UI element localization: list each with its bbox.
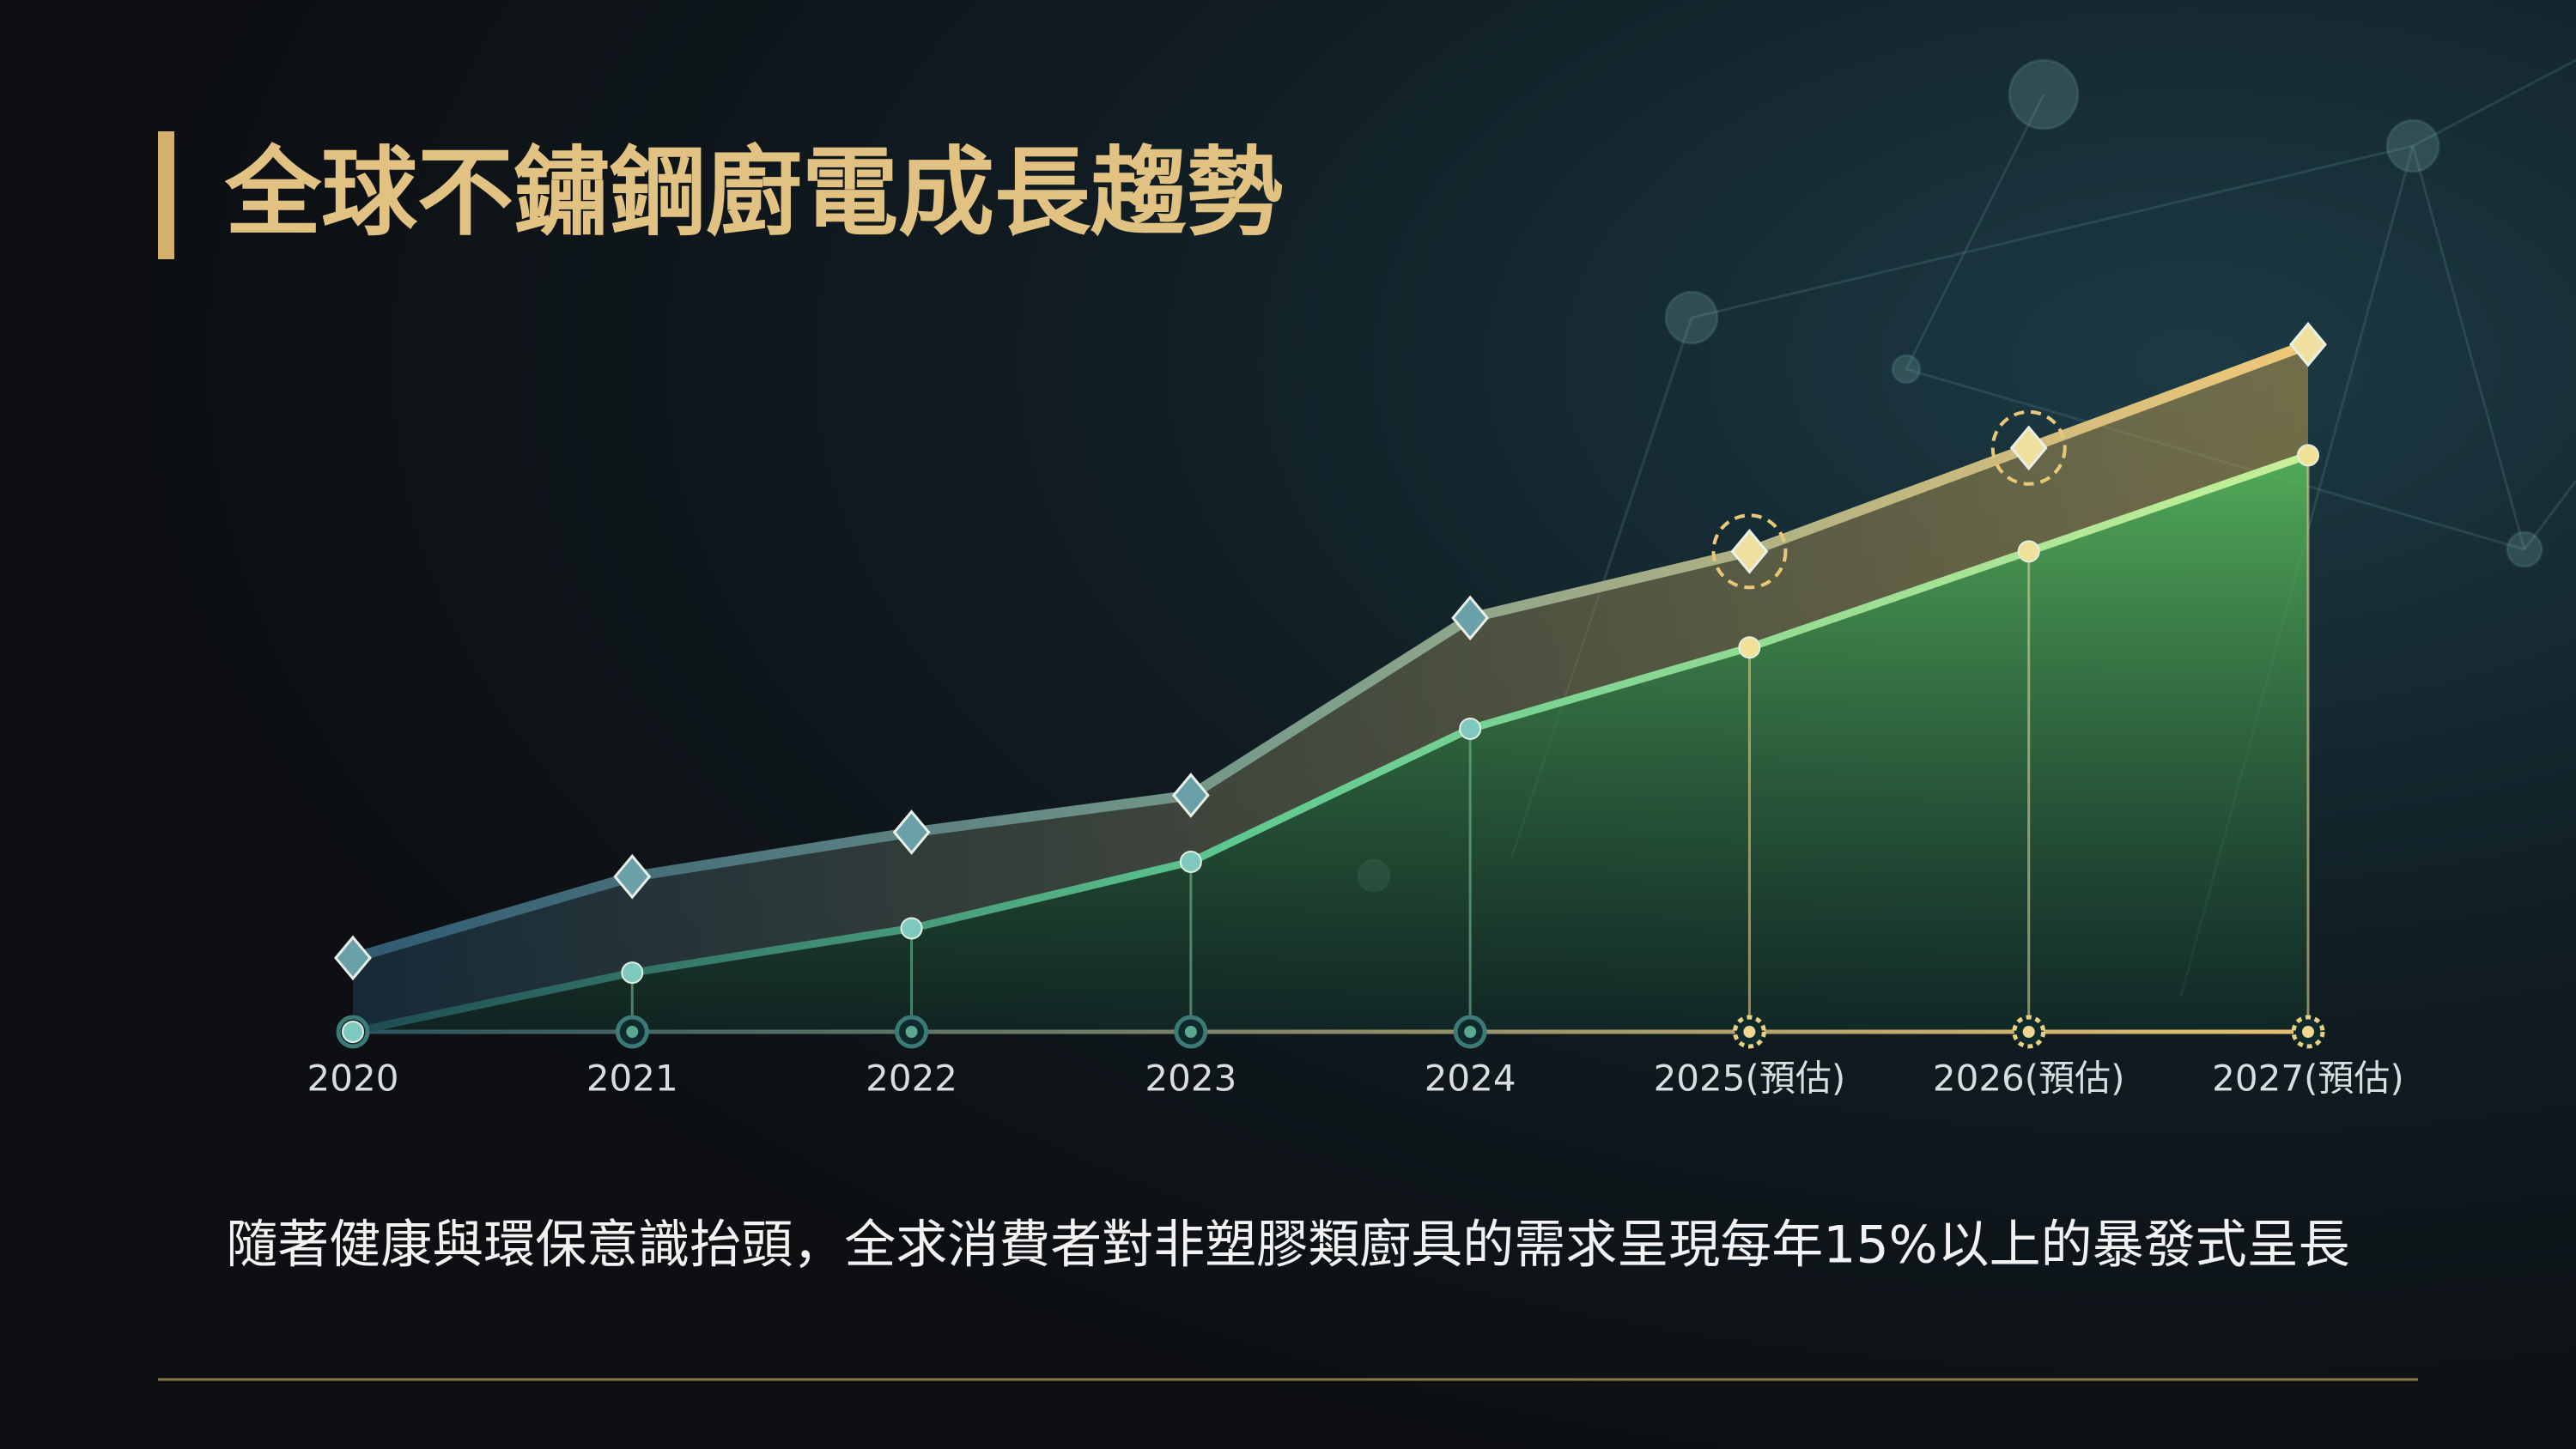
upper-point xyxy=(334,935,372,981)
lower-point xyxy=(2297,444,2319,467)
lower-point xyxy=(900,917,923,940)
caption: 隨著健康與環保意識抬頭，全求消費者對非塑膠類廚具的需求呈現每年15%以上的暴發式… xyxy=(226,1216,2349,1276)
x-tick-label: 2025(預估) xyxy=(1654,1058,1846,1100)
x-tick-dot xyxy=(626,1026,639,1038)
x-tick-dot xyxy=(1743,1026,1756,1038)
lower-area xyxy=(353,455,2308,1032)
x-tick-label: 2022 xyxy=(866,1058,957,1100)
upper-point xyxy=(1730,529,1769,574)
forecast-ring xyxy=(1990,409,2067,486)
lower-point xyxy=(1738,636,1761,659)
x-tick-dot xyxy=(2302,1026,2314,1038)
lower-point xyxy=(2017,540,2040,563)
upper-point xyxy=(2289,321,2327,367)
lower-point xyxy=(342,1021,364,1043)
x-tick-label: 2021 xyxy=(586,1058,678,1100)
title: 全球不鏽鋼廚電成長趨勢 xyxy=(224,137,1283,249)
upper-point xyxy=(2009,425,2048,471)
x-tick-label: 2023 xyxy=(1145,1058,1236,1100)
upper-point xyxy=(613,853,652,900)
plot: 2020 2021 2022 2023 2024 2025(預估) 2026(預估) 2027… xyxy=(307,321,2404,1100)
upper-point xyxy=(892,809,931,855)
lower-point xyxy=(621,961,644,985)
x-tick-label: 2026(預估) xyxy=(1933,1058,2125,1100)
x-tick-dot xyxy=(1464,1026,1477,1038)
x-tick-label: 2020 xyxy=(307,1058,399,1100)
upper-line xyxy=(351,339,2311,963)
lower-line xyxy=(352,452,2310,1036)
x-tick-label: 2024 xyxy=(1425,1058,1516,1100)
title-bar xyxy=(158,131,174,259)
x-tick-dot xyxy=(905,1026,918,1038)
lower-point xyxy=(1459,717,1482,740)
upper-point xyxy=(1171,773,1210,818)
forecast-ring xyxy=(1711,513,1788,590)
lower-point xyxy=(1179,850,1202,873)
x-tick-dot xyxy=(2022,1026,2035,1038)
x-tick-label: 2027(預估) xyxy=(2212,1058,2404,1100)
upper-area xyxy=(353,344,2308,1032)
upper-point xyxy=(1451,595,1490,641)
x-tick-dot xyxy=(1184,1026,1197,1038)
